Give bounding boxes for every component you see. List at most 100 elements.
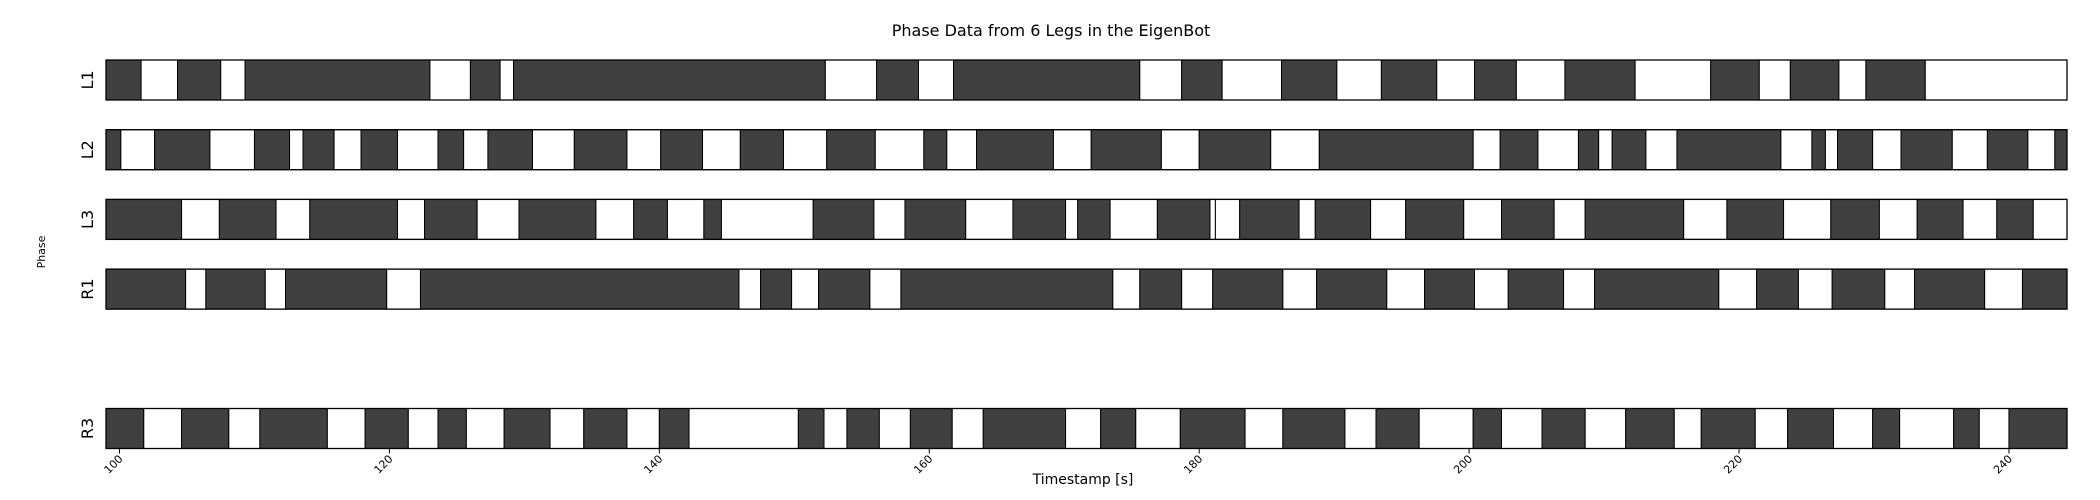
swing-segment <box>1515 59 1566 101</box>
stance-segment <box>105 408 145 449</box>
swing-segment <box>1501 408 1543 449</box>
swing-segment <box>1052 129 1092 171</box>
stance-segment <box>1865 59 1926 101</box>
stance-segment <box>105 59 142 101</box>
swing-segment <box>326 408 366 449</box>
stance-segment <box>253 129 291 171</box>
swing-segment <box>791 268 820 310</box>
swing-segment <box>824 59 878 101</box>
stance-segment <box>1100 408 1137 449</box>
swing-segment <box>1645 129 1678 171</box>
stance-segment <box>309 198 399 240</box>
stance-segment <box>1900 129 1953 171</box>
stance-segment <box>1314 198 1372 240</box>
phase-rows: L1 L2 L3 R1 R3 <box>78 59 2068 450</box>
stance-segment <box>424 198 478 240</box>
swing-segment <box>333 129 362 171</box>
stance-segment <box>846 408 880 449</box>
swing-segment <box>1436 59 1476 101</box>
stance-segment <box>1472 408 1503 449</box>
swing-segment <box>220 59 246 101</box>
stance-segment <box>181 408 230 449</box>
row-l2: L2 <box>78 129 2068 171</box>
stance-segment <box>1953 408 1980 449</box>
swing-segment <box>429 59 471 101</box>
stance-segment <box>1282 408 1346 449</box>
row-label: L2 <box>78 140 97 159</box>
stance-segment <box>1872 408 1901 449</box>
stance-segment <box>1584 198 1685 240</box>
swing-segment <box>702 129 741 171</box>
stance-segment <box>703 198 722 240</box>
stance-segment <box>1012 198 1067 240</box>
stance-segment <box>244 59 431 101</box>
stance-segment <box>437 129 465 171</box>
stance-segment <box>1474 59 1517 101</box>
stance-segment <box>876 59 919 101</box>
swing-segment <box>397 198 426 240</box>
x-tick-label: 120 <box>371 452 395 476</box>
swing-segment <box>595 198 635 240</box>
stance-segment <box>1986 129 2029 171</box>
swing-segment <box>476 198 520 240</box>
stance-segment <box>909 408 953 449</box>
swing-segment <box>1634 59 1712 101</box>
swing-segment <box>549 408 585 449</box>
stance-segment <box>419 268 740 310</box>
stance-segment <box>1507 268 1565 310</box>
stance-segment <box>904 198 967 240</box>
stance-segment <box>1676 129 1782 171</box>
stance-segment <box>1789 59 1840 101</box>
swing-segment <box>1474 268 1509 310</box>
stance-segment <box>976 129 1054 171</box>
stance-segment <box>1811 129 1826 171</box>
swing-segment <box>1160 129 1200 171</box>
swing-segment <box>873 198 906 240</box>
stance-segment <box>797 408 825 449</box>
swing-segment <box>1344 408 1377 449</box>
swing-segment <box>1244 408 1284 449</box>
row-r3: R3 <box>78 407 2068 450</box>
stance-segment <box>1090 129 1162 171</box>
stance-segment <box>2054 129 2068 171</box>
swing-segment <box>185 268 207 310</box>
swing-segment <box>1472 129 1501 171</box>
stance-segment <box>1700 408 1756 449</box>
stance-segment <box>1625 408 1675 449</box>
swing-segment <box>120 129 156 171</box>
stance-segment <box>658 408 690 449</box>
stance-segment <box>1916 198 1964 240</box>
stance-segment <box>2008 408 2068 449</box>
swing-segment <box>2027 129 2056 171</box>
stance-segment <box>818 268 871 310</box>
swing-segment <box>1984 268 2023 310</box>
swing-segment <box>275 198 311 240</box>
row-label: R1 <box>78 278 97 299</box>
swing-segment <box>1282 268 1318 310</box>
swing-segment <box>1598 129 1613 171</box>
swing-segment <box>720 198 814 240</box>
swing-segment <box>2032 198 2068 240</box>
stance-segment <box>1281 59 1338 101</box>
swing-segment <box>1537 129 1579 171</box>
swing-segment <box>1221 59 1283 101</box>
swing-segment <box>228 408 261 449</box>
swing-segment <box>1872 129 1902 171</box>
swing-segment <box>1336 59 1382 101</box>
row-label: L3 <box>78 210 97 229</box>
swing-segment <box>1386 268 1426 310</box>
stance-segment <box>1564 59 1636 101</box>
swing-segment <box>823 408 848 449</box>
swing-segment <box>1924 59 2068 101</box>
stance-segment <box>1424 268 1476 310</box>
stance-segment <box>1831 268 1886 310</box>
stance-segment <box>503 408 551 449</box>
swing-segment <box>1209 198 1216 240</box>
swing-segment <box>1370 198 1407 240</box>
stance-segment <box>953 59 1141 101</box>
stance-segment <box>1787 408 1835 449</box>
swing-segment <box>951 408 984 449</box>
swing-segment <box>1584 408 1627 449</box>
stance-segment <box>1756 268 1799 310</box>
